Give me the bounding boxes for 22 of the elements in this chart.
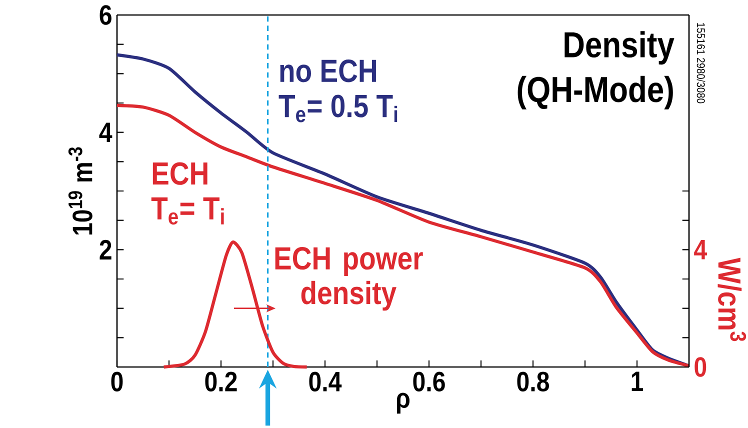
y2-tick-label: 0: [694, 357, 706, 377]
series-label: ECH power density: [275, 247, 423, 311]
text: 155161 2980/3080: [696, 23, 706, 104]
x-tick-label: 0.2: [205, 372, 237, 392]
series-label: ECH: [152, 162, 208, 185]
text: (QH-Mode): [518, 76, 673, 110]
y2-axis-title: W/cm$^{3}$: [718, 258, 746, 342]
x-tick-label: 0.8: [517, 372, 550, 392]
x-axis-title: ρ: [396, 392, 410, 414]
chart-title: Density: [564, 31, 674, 65]
x-tick-label: 1: [632, 372, 644, 391]
y-tick-label: 4: [99, 122, 112, 142]
annotation: T$_{e}$= 0.5 T$_{i}$: [278, 94, 398, 122]
x-tick-label: 0.4: [309, 372, 342, 392]
y-tick-label: 6: [100, 5, 112, 25]
annotation: T$_{e}$= T$_{i}$: [151, 197, 224, 225]
y-axis-title: 10$^{19}$ m$^{-3}$: [68, 147, 92, 234]
x-tick-label: 0: [111, 372, 123, 392]
series-label: no ECH: [280, 60, 376, 82]
x-tick-label: 0.6: [413, 372, 445, 392]
y2-tick-label: 4: [694, 240, 707, 260]
y-tick-label: 2: [100, 240, 112, 260]
